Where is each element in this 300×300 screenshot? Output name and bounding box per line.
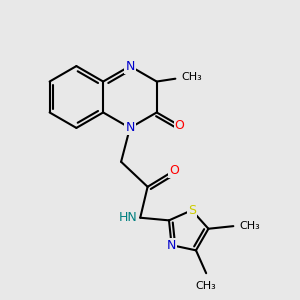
Text: CH₃: CH₃ [182, 72, 202, 82]
Text: N: N [125, 122, 135, 134]
Text: HN: HN [118, 211, 137, 224]
Text: CH₃: CH₃ [196, 280, 217, 291]
Text: N: N [125, 60, 135, 73]
Text: S: S [188, 204, 196, 217]
Text: N: N [167, 239, 176, 252]
Text: O: O [175, 119, 184, 132]
Text: O: O [169, 164, 179, 177]
Text: CH₃: CH₃ [240, 221, 261, 231]
